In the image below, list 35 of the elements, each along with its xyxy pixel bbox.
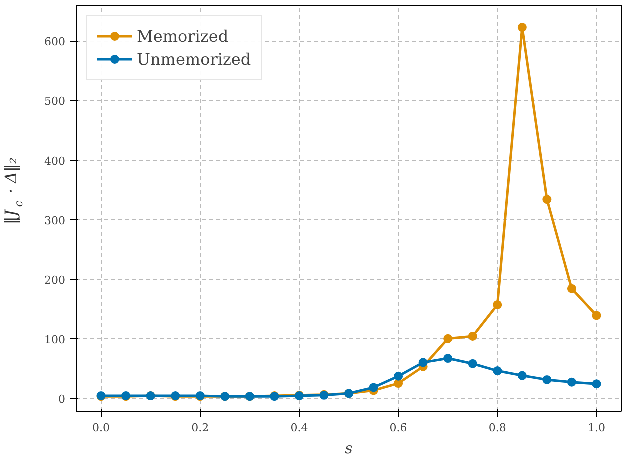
point (567, 284, 576, 294)
point (592, 380, 602, 389)
x-tick-label: 0.2 (192, 422, 210, 434)
y-tick-label: 300 (44, 214, 66, 228)
point (567, 378, 576, 387)
x-tick-label: 1.0 (588, 422, 606, 434)
x-tick-label: 0.6 (390, 422, 408, 434)
y-tick-label: 0 (58, 392, 66, 406)
x-tick-label: 0.0 (92, 422, 110, 434)
y-tick-label: 600 (44, 36, 66, 49)
point (369, 383, 378, 392)
legend-label: Memorized (137, 26, 229, 46)
point (518, 23, 527, 32)
y-tick-label: 400 (44, 154, 66, 168)
legend-label: Unmemorized (137, 50, 252, 68)
y-tick-label: 100 (44, 333, 66, 346)
point (444, 334, 453, 344)
y-tick-label: 500 (44, 95, 66, 108)
point (592, 311, 602, 320)
point (394, 379, 404, 388)
x-axis-title: s (345, 440, 354, 458)
point (468, 332, 478, 341)
point (468, 359, 478, 368)
point (518, 371, 527, 380)
point (493, 366, 502, 376)
y-axis-title: ‖Jc · Δ‖₂ (2, 158, 26, 225)
point (418, 358, 428, 368)
point (493, 300, 502, 310)
point (444, 354, 453, 364)
x-tick-label: 0.8 (488, 422, 506, 434)
point (542, 195, 552, 204)
point (542, 375, 552, 384)
y-tick-label: 200 (44, 274, 66, 287)
x-tick-label: 0.4 (290, 422, 308, 434)
point (394, 372, 404, 381)
